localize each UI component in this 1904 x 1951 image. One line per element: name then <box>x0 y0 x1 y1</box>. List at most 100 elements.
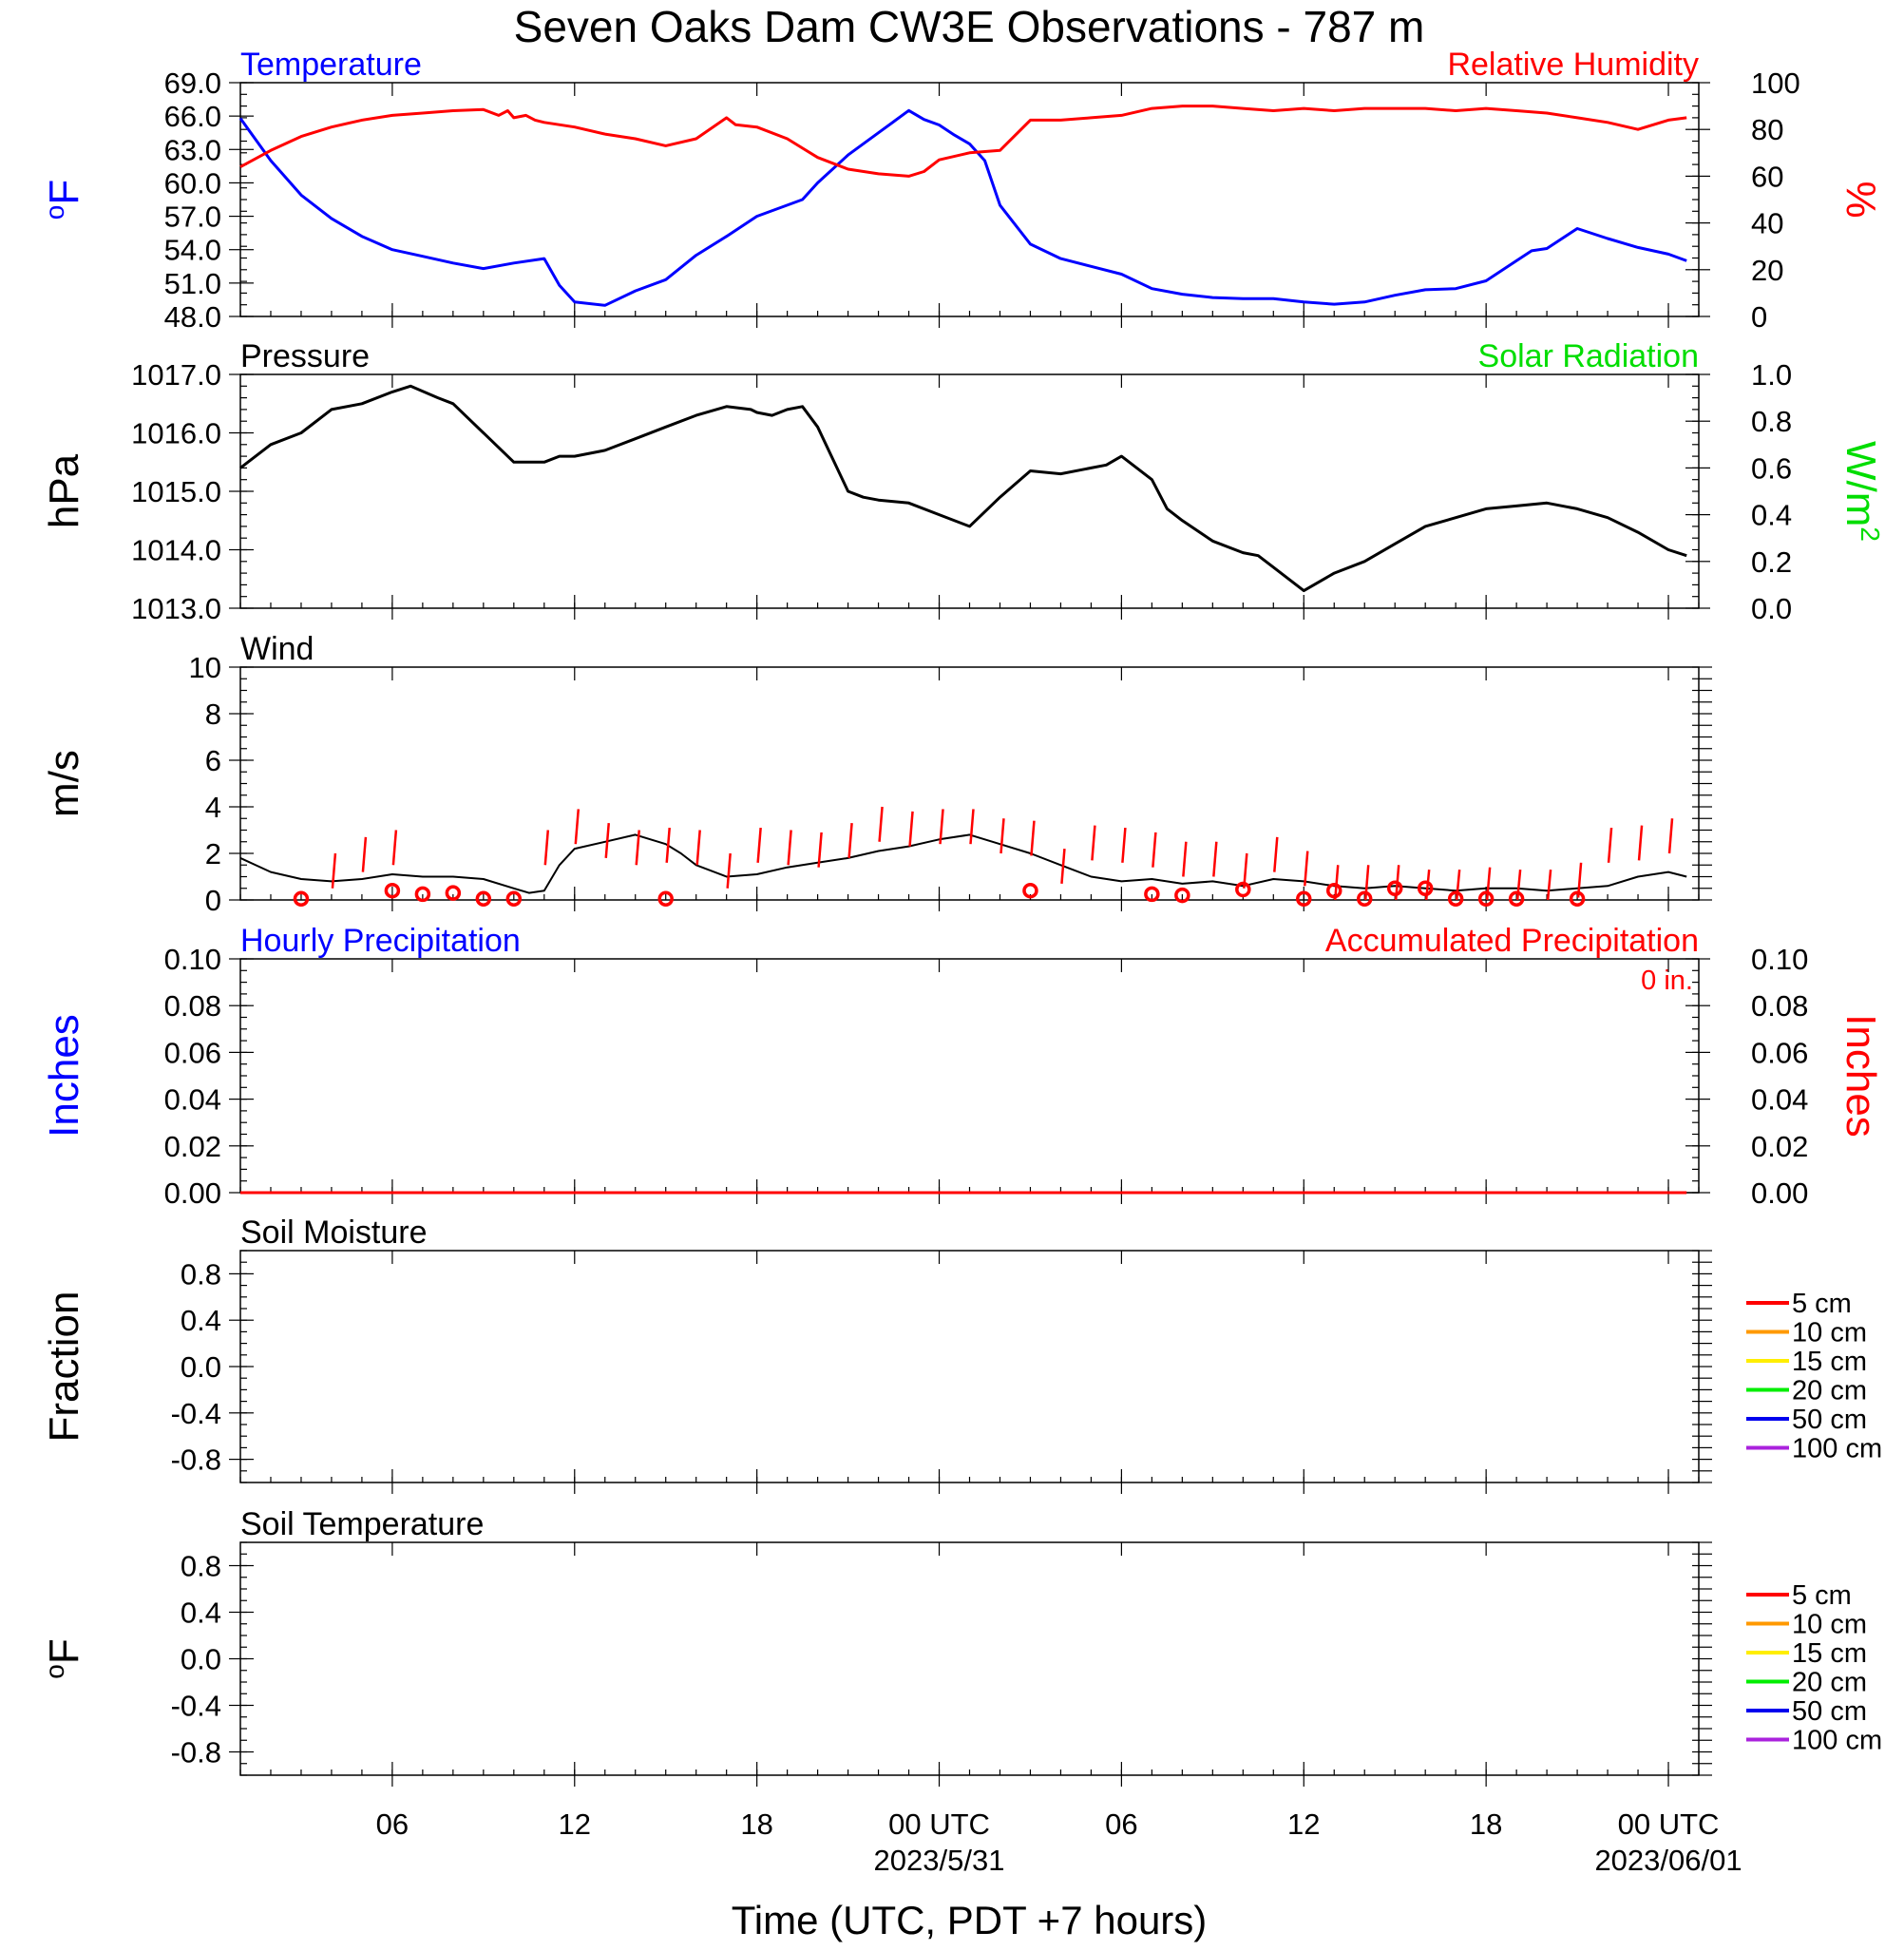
wind-marker <box>505 890 523 908</box>
panel-frame <box>239 958 1700 1194</box>
y-tick-label-left: 1014.0 <box>131 534 221 567</box>
y-tick-label-left: 60.0 <box>164 166 221 200</box>
x-tick-date-label: 2023/06/01 <box>1594 1844 1742 1877</box>
y-tick-label-left: 0.02 <box>164 1130 221 1163</box>
y-tick-label-left: 57.0 <box>164 201 221 234</box>
wind-gust-mark <box>391 830 398 866</box>
y-tick-label-left: 0 <box>205 884 221 917</box>
y-tick-label-right: 0.04 <box>1751 1083 1808 1117</box>
x-tick-label: 18 <box>740 1808 772 1841</box>
wind-gust-mark <box>908 811 914 847</box>
panel-pressure-solar: Pressure Solar Radiation 1017.0 1016.0 1015.… <box>41 338 1886 625</box>
wind-marker <box>1022 882 1038 899</box>
y-tick-label-left: 1016.0 <box>131 417 221 450</box>
legend-label: 15 cm <box>1792 1347 1867 1377</box>
wind-gust-mark <box>817 832 823 868</box>
y-tick-label-left: 0.00 <box>164 1176 221 1210</box>
y-tick-label-left: 63.0 <box>164 133 221 166</box>
wind-marker <box>1174 887 1190 904</box>
y-tick-label-left: 54.0 <box>164 234 221 267</box>
wind-marker <box>1477 890 1495 908</box>
wind-gust-mark <box>969 809 975 845</box>
wind-gust-mark <box>1152 832 1157 868</box>
y-tick-label-right: 0.08 <box>1751 989 1808 1023</box>
wind-marker <box>445 885 462 901</box>
y-axis-label-left: oF <box>40 180 88 220</box>
wind-gust-mark <box>726 852 732 889</box>
panel-title-right: Relative Humidity <box>1447 47 1699 83</box>
y-tick-label-right: 80 <box>1751 113 1783 146</box>
wind-marker <box>1447 890 1464 908</box>
wind-gust-mark <box>361 836 368 872</box>
wind-gust-mark <box>1060 848 1066 884</box>
y-tick-label-left: 1015.0 <box>131 475 221 508</box>
y-tick-label-left: 0.10 <box>164 943 221 976</box>
panels: Temperature Relative Humidity 69.066.063.0… <box>40 47 1886 1787</box>
wind-gust-mark <box>1304 851 1309 887</box>
series-line-pressure <box>239 384 1687 593</box>
y-tick-label-left: 10 <box>189 651 221 684</box>
wind-gust-mark <box>756 827 762 863</box>
y-axis-label-right: % <box>1837 181 1884 218</box>
series-line-temperature <box>238 108 1687 307</box>
panel-title-left: Wind <box>240 631 314 667</box>
y-tick-label-left: 0.8 <box>181 1550 221 1583</box>
y-tick-label-right: 100 <box>1751 67 1800 100</box>
x-tick-label: 12 <box>559 1808 591 1841</box>
y-tick-label-right: 0.10 <box>1751 943 1808 976</box>
panel-title-left: Temperature <box>240 47 422 83</box>
panel-title-left: Soil Temperature <box>240 1506 484 1542</box>
y-tick-label-left: 0.4 <box>181 1304 221 1337</box>
panel-title-left: Hourly Precipitation <box>240 923 521 959</box>
x-axis-label: Time (UTC, PDT +7 hours) <box>732 1898 1208 1942</box>
y-tick-label-left: -0.4 <box>171 1690 221 1723</box>
x-tick-date-label: 2023/5/31 <box>874 1844 1005 1877</box>
wind-marker <box>1296 890 1312 908</box>
panel-title-right: Solar Radiation <box>1478 338 1699 374</box>
wind-gust-mark <box>1515 870 1522 901</box>
y-tick-label-right: 0.00 <box>1751 1176 1808 1210</box>
y-axis-label-left: hPa <box>41 453 87 528</box>
wind-gust-mark <box>1667 818 1674 854</box>
y-tick-label-left: 0.04 <box>164 1083 221 1117</box>
legend-label: 15 cm <box>1792 1638 1867 1669</box>
x-tick-label: 06 <box>376 1808 409 1841</box>
y-tick-label-right: 0.06 <box>1751 1036 1808 1069</box>
y-axis-label-left: oF <box>40 1638 88 1678</box>
wind-gust-mark <box>939 809 944 845</box>
wind-gust-mark <box>787 830 792 866</box>
legend-label: 10 cm <box>1792 1610 1867 1640</box>
wind-gust-mark <box>635 830 640 866</box>
wind-gust-mark <box>1637 825 1644 861</box>
wind-gust-mark <box>1485 867 1492 901</box>
panel-frame <box>239 666 1700 901</box>
legend-label: 20 cm <box>1792 1668 1867 1698</box>
y-tick-label-right: 0.0 <box>1751 592 1792 625</box>
y-tick-label-left: 0.0 <box>181 1643 221 1676</box>
wind-marker <box>1386 880 1403 896</box>
y-tick-label-left: 48.0 <box>164 300 221 334</box>
y-tick-label-left: 1017.0 <box>131 358 221 392</box>
legend-label: 20 cm <box>1792 1376 1867 1406</box>
wind-marker <box>293 890 310 908</box>
wind-gust-mark <box>1212 841 1218 877</box>
y-tick-label-right: 0.4 <box>1751 499 1792 532</box>
y-axis-label-left: Fraction <box>41 1291 87 1443</box>
wind-gust-mark <box>1546 870 1552 901</box>
wind-gust-mark <box>1182 841 1188 877</box>
panel-temperature-humidity: Temperature Relative Humidity 69.066.063.0… <box>40 47 1885 334</box>
wind-gust-mark <box>1030 820 1036 856</box>
legend-label: 5 cm <box>1792 1580 1852 1611</box>
legend-label: 50 cm <box>1792 1696 1867 1727</box>
wind-gust-mark <box>878 806 884 842</box>
x-tick-label: 18 <box>1470 1808 1502 1841</box>
wind-gust-mark <box>665 827 671 863</box>
y-tick-label-right: 0.2 <box>1751 545 1792 579</box>
legend-label: 10 cm <box>1792 1318 1867 1348</box>
wind-gust-mark <box>1273 836 1279 872</box>
y-tick-label-left: 66.0 <box>164 100 221 133</box>
y-tick-label-left: 8 <box>205 698 221 731</box>
y-axis-label-right: Inches <box>1837 1014 1884 1138</box>
y-tick-label-left: 1013.0 <box>131 592 221 625</box>
